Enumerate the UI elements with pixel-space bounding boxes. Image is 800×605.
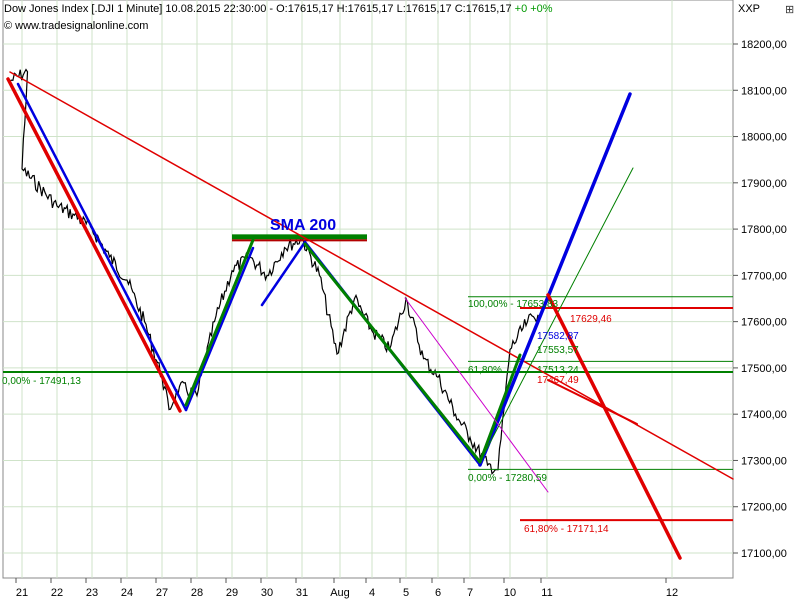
red-leg-1 [6, 77, 182, 413]
x-tick-label-15: 11 [541, 587, 552, 599]
x-tick-label-13: 7 [467, 587, 473, 599]
green-leg-1 [184, 238, 255, 407]
fib-100-label: 100,00% - 17653,83 [468, 299, 559, 310]
y-tick-label-5: 17700,00 [741, 270, 787, 282]
y-tick-label-3: 17900,00 [741, 178, 787, 190]
header-change: +0 +0% [514, 3, 553, 15]
x-tick-label-2: 23 [86, 587, 98, 599]
fib-0-label-right: 0,00% - 17280,59 [468, 473, 547, 484]
annot-17582: 17582,87 [537, 331, 579, 342]
y-tick-label-7: 17500,00 [741, 363, 787, 375]
blue-leg-5 [478, 92, 632, 467]
sma200-label: SMA 200 [270, 217, 336, 234]
fib-0-label-left: 0,00% - 17491,13 [2, 376, 81, 387]
x-tick-label-12: 6 [435, 587, 441, 599]
x-tick-label-9: Aug [330, 587, 350, 599]
blue-leg-1 [16, 82, 188, 412]
blue-leg-2 [184, 246, 255, 412]
y-tick-label-0: 18200,00 [741, 39, 787, 51]
price-line [9, 68, 539, 476]
x-tick-label-11: 5 [403, 587, 409, 599]
fib-618-red-label: 61,80% - 17171,14 [524, 524, 609, 535]
green-leg-3 [478, 353, 522, 464]
red-projection [546, 293, 682, 560]
y-tick-label-4: 17800,00 [741, 224, 787, 236]
y-tick-label-1: 18100,00 [741, 85, 787, 97]
x-tick-label-4: 27 [156, 587, 168, 599]
x-tick-label-8: 31 [296, 587, 308, 599]
x-tick-label-16: 12 [666, 587, 678, 599]
annot-17553: 17553,57 [537, 345, 579, 356]
y-tick-label-8: 17400,00 [741, 409, 787, 421]
x-tick-label-6: 29 [226, 587, 238, 599]
x-tick-label-0: 21 [16, 587, 28, 599]
annot-17513: 17513,24 [537, 365, 579, 376]
annot-17467: 17467,49 [537, 375, 579, 386]
sma200-bar-green [232, 234, 367, 240]
header-copyright: © www.tradesignalonline.com [4, 20, 149, 32]
y-tick-label-2: 18000,00 [741, 132, 787, 144]
y-tick-label-9: 17300,00 [741, 455, 787, 467]
y-tick-label-10: 17200,00 [741, 502, 787, 514]
blue-leg-3 [260, 240, 307, 307]
header-title: Dow Jones Index [.DJI 1 Minute] 10.08.20… [4, 3, 512, 15]
plot-frame [2, 0, 734, 579]
y-tick-label-6: 17600,00 [741, 317, 787, 329]
magenta-line [404, 297, 549, 493]
x-tick-label-7: 30 [261, 587, 273, 599]
close-icon[interactable]: ⊞ [785, 4, 795, 16]
y-tick-label-11: 17100,00 [741, 548, 787, 560]
header-symbol: XXP [738, 3, 761, 15]
x-tick-label-3: 24 [121, 587, 133, 599]
x-tick-label-1: 22 [51, 587, 63, 599]
fib-618-label: 61,80% [468, 365, 502, 376]
chart-header: Dow Jones Index [.DJI 1 Minute] 10.08.20… [4, 3, 553, 15]
x-tick-label-5: 28 [191, 587, 203, 599]
sma200-bar-red [232, 239, 367, 242]
red-short-down [547, 379, 638, 425]
green-leg-2 [303, 242, 482, 464]
red-level-label: 17629,46 [570, 314, 612, 325]
x-tick-label-14: 10 [504, 587, 516, 599]
x-tick-label-10: 4 [369, 587, 375, 599]
